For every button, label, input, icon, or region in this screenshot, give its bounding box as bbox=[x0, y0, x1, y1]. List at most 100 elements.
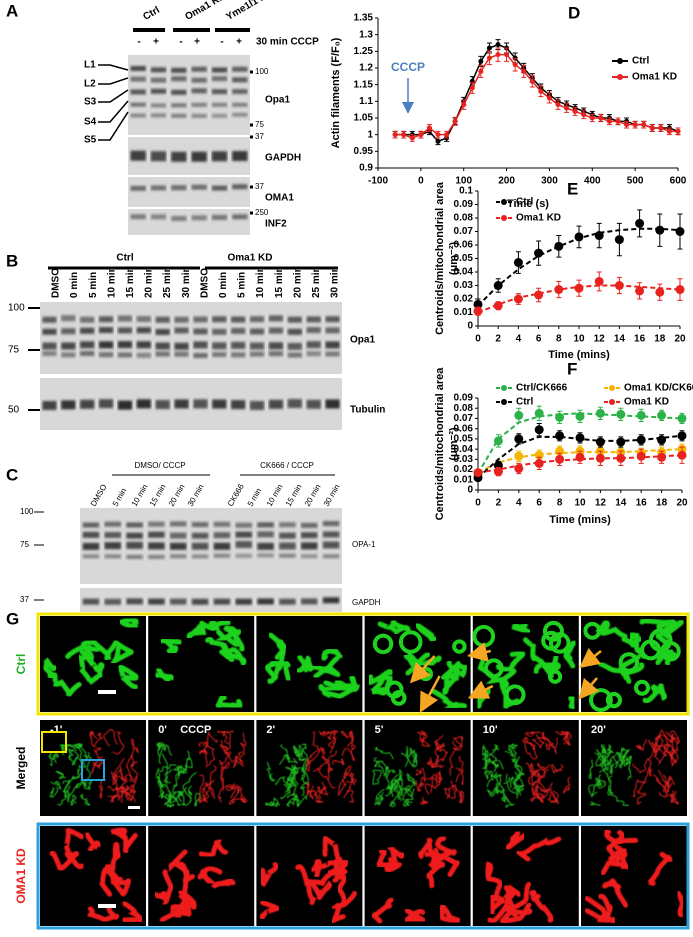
mitochondria bbox=[484, 770, 494, 788]
x-tick-label: 12 bbox=[595, 498, 607, 509]
blot-band bbox=[61, 342, 76, 350]
mitochondria bbox=[425, 772, 441, 786]
mitochondria bbox=[406, 776, 418, 792]
x-tick-label: 300 bbox=[541, 176, 558, 187]
blot-band bbox=[235, 531, 253, 538]
blot-band bbox=[191, 102, 207, 107]
mitochondria bbox=[216, 730, 227, 737]
data-point bbox=[598, 115, 604, 121]
mitochondria bbox=[668, 730, 680, 744]
blot-band bbox=[212, 316, 227, 323]
blot-band bbox=[193, 399, 208, 409]
mitochondria bbox=[72, 770, 83, 780]
legend-label: Ctrl bbox=[632, 56, 649, 67]
data-point bbox=[614, 235, 624, 245]
mitochondria bbox=[625, 755, 632, 765]
mitochondria bbox=[488, 744, 499, 757]
mitochondria bbox=[76, 757, 87, 776]
data-point bbox=[675, 227, 685, 236]
mitochondria bbox=[292, 745, 301, 757]
mitochondria bbox=[159, 905, 192, 923]
blot-band bbox=[191, 151, 207, 162]
fit-line bbox=[477, 454, 683, 474]
blot-band bbox=[300, 532, 318, 539]
y-tick-label: 1.05 bbox=[354, 113, 374, 124]
mitochondria bbox=[424, 770, 441, 795]
blot-band bbox=[136, 399, 151, 409]
row-label: Ctrl bbox=[14, 654, 28, 675]
blot-band bbox=[249, 351, 265, 357]
blot-band bbox=[213, 542, 231, 550]
sign: - bbox=[220, 37, 223, 48]
row-frame bbox=[36, 612, 690, 716]
mitochondria bbox=[50, 781, 62, 790]
mitochondria bbox=[443, 787, 451, 799]
data-point bbox=[495, 42, 501, 48]
mitochondria bbox=[154, 667, 179, 684]
mitochondria bbox=[371, 897, 394, 924]
data-point bbox=[452, 118, 458, 124]
mitochondria bbox=[458, 735, 464, 751]
mitochondria bbox=[547, 788, 558, 803]
data-point bbox=[426, 125, 432, 131]
x-tick-label: 18 bbox=[654, 334, 666, 345]
mitochondria bbox=[86, 903, 120, 923]
mitochondria bbox=[130, 754, 139, 776]
blot-band bbox=[98, 316, 114, 323]
blot-band bbox=[130, 66, 146, 72]
y-tick-label: 0.05 bbox=[454, 434, 474, 445]
mitochondria-ring bbox=[452, 639, 467, 654]
y-tick-label: 1 bbox=[367, 129, 373, 140]
mitochondria bbox=[321, 859, 349, 883]
blot-band bbox=[325, 327, 340, 334]
data-point bbox=[555, 102, 561, 108]
marker-tick bbox=[250, 185, 253, 189]
y-tick-label: 0.03 bbox=[454, 280, 474, 291]
mitochondria bbox=[670, 793, 675, 804]
lane-label: 20 min bbox=[167, 483, 187, 508]
mitochondria bbox=[670, 737, 679, 764]
mitochondria bbox=[157, 746, 164, 764]
blot-band bbox=[231, 327, 246, 334]
mitochondria bbox=[157, 764, 177, 772]
mitochondria bbox=[486, 786, 497, 798]
mitochondria bbox=[49, 786, 59, 798]
x-tick-label: 2 bbox=[495, 334, 501, 345]
data-point bbox=[595, 453, 605, 463]
mitochondria bbox=[209, 765, 217, 797]
blot-band bbox=[150, 151, 167, 162]
mitochondria bbox=[597, 893, 617, 924]
data-point bbox=[514, 434, 524, 444]
blot-label: GAPDH bbox=[352, 598, 381, 607]
mitochondria bbox=[412, 618, 437, 642]
mitochondria bbox=[286, 766, 298, 798]
mitochondria bbox=[306, 759, 311, 773]
mitochondria bbox=[595, 777, 606, 787]
mitochondria bbox=[110, 771, 118, 786]
blot-band bbox=[171, 67, 187, 73]
mitochondria bbox=[505, 798, 515, 808]
blot-band bbox=[257, 553, 274, 558]
blot-band bbox=[257, 542, 274, 550]
mitochondria bbox=[434, 735, 444, 751]
blot-band bbox=[80, 327, 95, 334]
data-point bbox=[636, 410, 646, 420]
mitochondria bbox=[373, 757, 380, 768]
blot-band bbox=[300, 598, 318, 605]
blot-band bbox=[191, 554, 209, 559]
mitochondria bbox=[259, 900, 280, 920]
y-tick-label: 1.25 bbox=[354, 46, 374, 57]
mitochondria bbox=[603, 759, 613, 783]
data-point bbox=[657, 410, 667, 420]
x-tick-label: 20 bbox=[674, 334, 686, 345]
y-axis-unit: (μm⁻²) bbox=[448, 427, 460, 461]
mitochondria bbox=[68, 744, 90, 764]
legend-label: Ctrl bbox=[516, 397, 533, 408]
mitochondria bbox=[367, 674, 387, 697]
y-tick-label: 0.08 bbox=[454, 213, 474, 224]
mitochondria bbox=[172, 765, 187, 776]
mitochondria bbox=[435, 745, 448, 762]
micrograph bbox=[148, 720, 255, 816]
arrow bbox=[578, 677, 600, 700]
blot-band bbox=[287, 399, 302, 409]
